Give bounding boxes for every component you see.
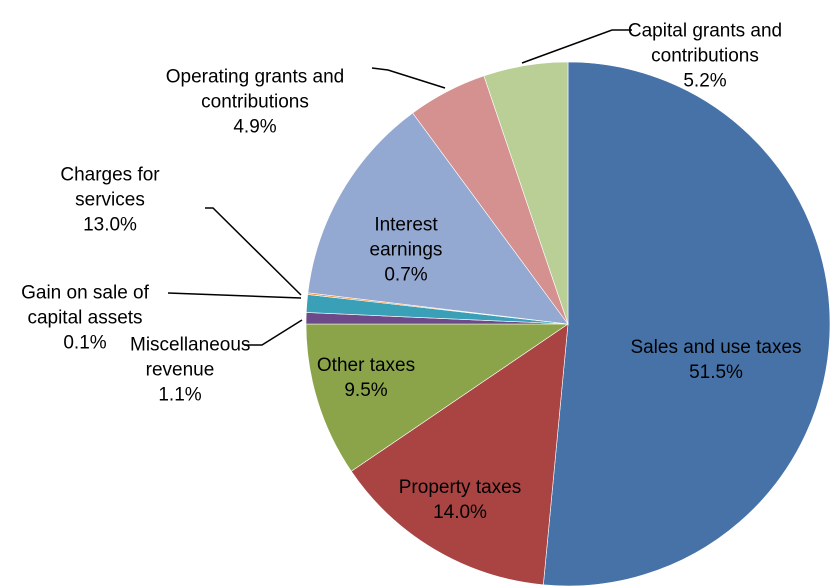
slice-label: Capital grants and contributions 5.2% <box>610 19 800 94</box>
leader-line <box>371 67 446 89</box>
leader-line <box>205 207 302 296</box>
category-label: Interest earnings <box>369 214 443 261</box>
leader-line <box>521 29 632 64</box>
category-label: Charges for services <box>60 164 160 211</box>
slice <box>307 112 569 325</box>
category-label: Capital grants and contributions <box>627 20 783 67</box>
slice <box>543 61 831 587</box>
slice-label: Other taxes 9.5% <box>296 353 436 403</box>
slice-label: Operating grants and contributions 4.9% <box>140 65 370 140</box>
value-label: 13.0% <box>83 214 137 236</box>
value-label: 0.1% <box>63 332 107 354</box>
category-label: Gain on sale of capital assets <box>21 282 149 329</box>
leader-line <box>167 292 302 299</box>
slice-label: Charges for services 13.0% <box>35 163 185 238</box>
value-label: 14.0% <box>433 502 487 523</box>
category-label: Other taxes <box>316 355 416 376</box>
slice-label: Interest earnings 0.7% <box>341 213 471 288</box>
slice <box>483 61 569 325</box>
slice-label: Miscellaneous revenue 1.1% <box>130 333 250 408</box>
value-label: 1.1% <box>158 384 202 406</box>
value-label: 0.7% <box>384 264 428 286</box>
leader-line <box>244 319 303 346</box>
category-label: Sales and use taxes <box>630 337 802 358</box>
value-label: 4.9% <box>233 116 277 138</box>
category-label: Operating grants and contributions <box>165 66 345 113</box>
category-label: Property taxes <box>398 477 522 498</box>
value-label: 51.5% <box>689 362 743 383</box>
value-label: 9.5% <box>344 380 388 401</box>
slice <box>305 323 569 472</box>
value-label: 5.2% <box>683 70 727 92</box>
slice-label: Gain on sale of capital assets 0.1% <box>5 281 165 356</box>
slice <box>350 323 569 586</box>
slice-label: Sales and use taxes 51.5% <box>601 335 831 385</box>
slice-label: Property taxes 14.0% <box>370 475 550 525</box>
category-label: Miscellaneous revenue <box>130 334 251 381</box>
